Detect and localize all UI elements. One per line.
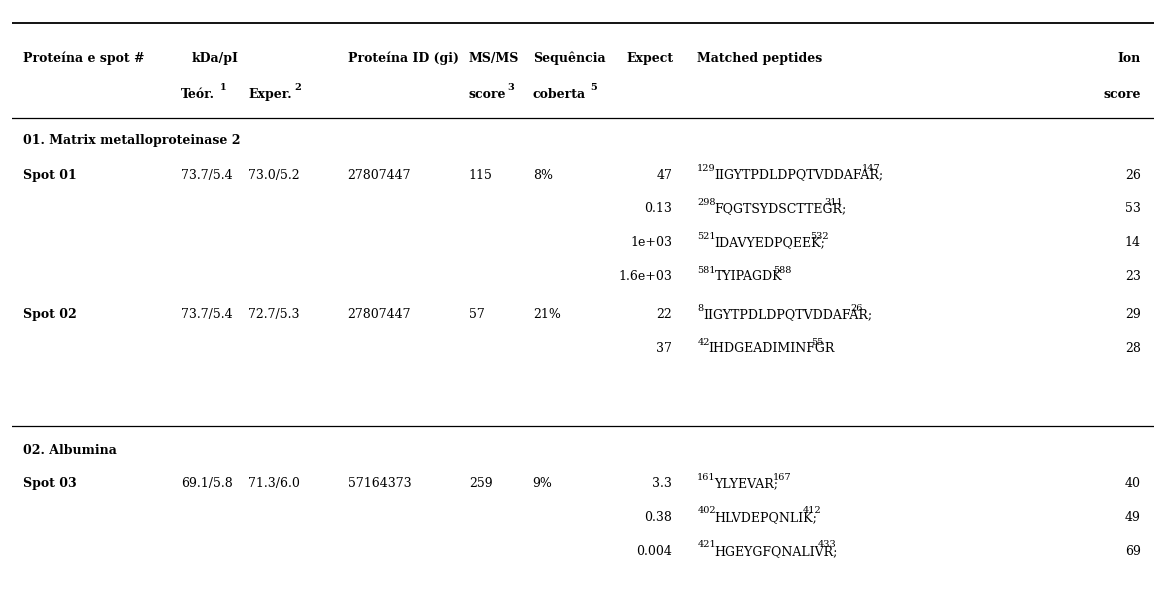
Text: 521: 521 (697, 232, 716, 241)
Text: 311: 311 (824, 198, 843, 207)
Text: 72.7/5.3: 72.7/5.3 (248, 308, 300, 321)
Text: 22: 22 (656, 308, 672, 321)
Text: score: score (469, 88, 506, 101)
Text: 0.38: 0.38 (645, 511, 672, 524)
Text: 581: 581 (697, 265, 716, 275)
Text: IHDGEADIMINFGR: IHDGEADIMINFGR (709, 342, 835, 355)
Text: 1e+03: 1e+03 (630, 236, 672, 249)
Text: 14: 14 (1125, 236, 1140, 249)
Text: IDAVYEDPQEEK;: IDAVYEDPQEEK; (715, 236, 826, 249)
Text: 29: 29 (1125, 308, 1140, 321)
Text: 421: 421 (697, 540, 716, 549)
Text: 588: 588 (773, 265, 792, 275)
Text: Ion: Ion (1117, 52, 1140, 65)
Text: 115: 115 (469, 168, 492, 181)
Text: 532: 532 (810, 232, 829, 241)
Text: 57164373: 57164373 (347, 477, 412, 490)
Text: 47: 47 (656, 168, 672, 181)
Text: HLVDEPQNLIK;: HLVDEPQNLIK; (715, 511, 817, 524)
Text: HGEYGFQNALIVR;: HGEYGFQNALIVR; (715, 544, 838, 558)
Text: 73.7/5.4: 73.7/5.4 (181, 168, 232, 181)
Text: 57: 57 (469, 308, 485, 321)
Text: score: score (1103, 88, 1140, 101)
Text: Proteína ID (gi): Proteína ID (gi) (347, 52, 458, 65)
Text: 42: 42 (697, 338, 710, 347)
Text: 71.3/6.0: 71.3/6.0 (248, 477, 300, 490)
Text: 412: 412 (802, 506, 821, 515)
Text: 1: 1 (219, 83, 226, 92)
Text: Sequência: Sequência (533, 52, 605, 65)
Text: IIGYTPDLDPQTVDDAFAR;: IIGYTPDLDPQTVDDAFAR; (715, 168, 884, 181)
Text: 37: 37 (656, 342, 672, 355)
Text: 402: 402 (697, 506, 716, 515)
Text: 8: 8 (697, 304, 703, 313)
Text: Spot 02: Spot 02 (23, 308, 77, 321)
Text: 433: 433 (817, 540, 836, 549)
Text: 49: 49 (1125, 511, 1140, 524)
Text: 161: 161 (697, 472, 716, 481)
Text: YLYEVAR;: YLYEVAR; (715, 477, 779, 490)
Text: Spot 01: Spot 01 (23, 168, 77, 181)
Text: 167: 167 (773, 472, 792, 481)
Text: coberta: coberta (533, 88, 585, 101)
Text: 01. Matrix metalloproteinase 2: 01. Matrix metalloproteinase 2 (23, 133, 240, 146)
Text: Teór.: Teór. (181, 88, 215, 101)
Text: 1.6e+03: 1.6e+03 (618, 270, 672, 283)
Text: 9%: 9% (533, 477, 553, 490)
Text: 28: 28 (1125, 342, 1140, 355)
Text: 27807447: 27807447 (347, 168, 412, 181)
Text: IIGYTPDLDPQTVDDAFAR;: IIGYTPDLDPQTVDDAFAR; (703, 308, 872, 321)
Text: 259: 259 (469, 477, 492, 490)
Text: 0.004: 0.004 (637, 544, 672, 558)
Text: 27807447: 27807447 (347, 308, 412, 321)
Text: 21%: 21% (533, 308, 561, 321)
Text: 2: 2 (294, 83, 301, 92)
Text: 5: 5 (590, 83, 597, 92)
Text: Spot 03: Spot 03 (23, 477, 77, 490)
Text: 69.1/5.8: 69.1/5.8 (181, 477, 232, 490)
Text: 147: 147 (862, 164, 880, 173)
Text: FQGTSYDSCTTEGR;: FQGTSYDSCTTEGR; (715, 202, 847, 215)
Text: Expect: Expect (626, 52, 674, 65)
Text: 3.3: 3.3 (652, 477, 672, 490)
Text: 40: 40 (1125, 477, 1140, 490)
Text: TYIPAGDK: TYIPAGDK (715, 270, 782, 283)
Text: Exper.: Exper. (248, 88, 292, 101)
Text: 3: 3 (507, 83, 514, 92)
Text: kDa/pI: kDa/pI (191, 52, 239, 65)
Text: 26: 26 (850, 304, 863, 313)
Text: 02. Albumina: 02. Albumina (23, 444, 117, 458)
Text: 26: 26 (1125, 168, 1140, 181)
Text: 73.0/5.2: 73.0/5.2 (248, 168, 300, 181)
Text: 8%: 8% (533, 168, 553, 181)
Text: MS/MS: MS/MS (469, 52, 519, 65)
Text: Matched peptides: Matched peptides (697, 52, 822, 65)
Text: 73.7/5.4: 73.7/5.4 (181, 308, 232, 321)
Text: 298: 298 (697, 198, 716, 207)
Text: 53: 53 (1125, 202, 1140, 215)
Text: 69: 69 (1125, 544, 1140, 558)
Text: Proteína e spot #: Proteína e spot # (23, 52, 145, 65)
Text: 0.13: 0.13 (645, 202, 672, 215)
Text: 23: 23 (1125, 270, 1140, 283)
Text: 55: 55 (812, 338, 824, 347)
Text: 129: 129 (697, 164, 716, 173)
